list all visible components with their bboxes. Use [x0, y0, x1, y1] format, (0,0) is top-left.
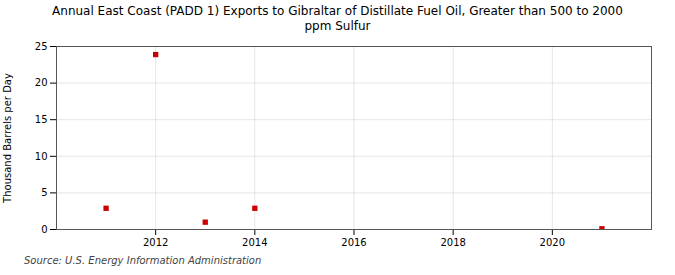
svg-text:15: 15: [35, 114, 48, 125]
svg-text:10: 10: [35, 151, 48, 162]
svg-text:2020: 2020: [540, 237, 565, 248]
svg-text:0: 0: [41, 224, 47, 235]
svg-text:25: 25: [35, 41, 48, 52]
svg-text:2016: 2016: [341, 237, 366, 248]
svg-text:20: 20: [35, 77, 48, 88]
svg-text:Thousand Barrels per Day: Thousand Barrels per Day: [2, 73, 13, 204]
svg-text:2014: 2014: [242, 237, 267, 248]
svg-text:2012: 2012: [143, 237, 168, 248]
svg-text:2018: 2018: [440, 237, 465, 248]
html-text:Source: U.S. Energy Informatio: Source: U.S. Energy Information Administ…: [24, 255, 262, 266]
html-text:Annual East Coast (PADD 1) Exp: Annual East Coast (PADD 1) Exports to Gi…: [52, 4, 623, 33]
svg-text:5: 5: [41, 187, 47, 198]
